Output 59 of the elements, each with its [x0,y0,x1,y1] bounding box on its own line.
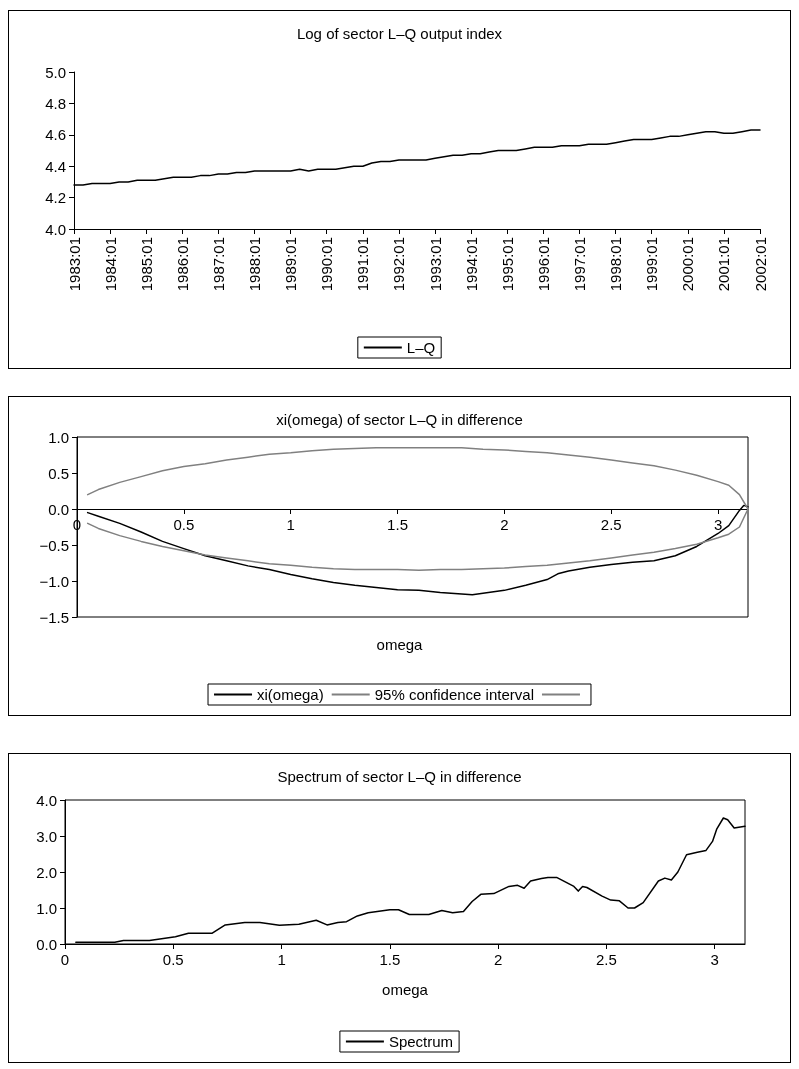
y-tick-label: 4.8 [45,94,66,112]
x-tick-label: 1988:01 [246,237,264,292]
x-tick-label: 1994:01 [462,237,480,292]
x-tick-label: 0.5 [162,951,184,968]
y-tick-label: 4.2 [45,189,66,207]
x-tick-label: 1996:01 [534,237,552,292]
x-tick-label: 1.5 [379,951,401,968]
x-tick-label: 1993:01 [426,237,444,292]
y-tick-label: −1.5 [39,608,69,626]
y-tick-label: 4.0 [36,791,57,809]
x-tick-label: 1986:01 [173,237,191,292]
y-tick-label: 1.0 [36,899,57,917]
x-tick-label: 2 [493,951,503,968]
y-tick-label: 0.0 [48,500,69,518]
x-tick-label: 1 [277,951,286,968]
x-tick-label: 1983:01 [65,237,83,292]
x-tick-label: 1998:01 [607,237,625,292]
x-tick-label: 1991:01 [354,237,372,292]
x-tick-label: 1992:01 [390,237,408,292]
x-tick-label: 1984:01 [101,237,119,292]
x-tick-label: 1997:01 [570,237,588,292]
y-tick-label: 1.0 [48,428,69,446]
x-axis-title: omega [376,636,424,653]
x-tick-label: 0 [60,951,70,968]
y-tick-label: 5.0 [45,63,66,81]
x-tick-label: 1989:01 [282,237,300,292]
y-tick-label: −0.5 [39,536,69,554]
chart-title: xi(omega) of sector L–Q in difference [276,411,523,428]
x-tick-label: 1990:01 [318,237,336,292]
x-tick-label: 2 [500,516,509,533]
x-tick-label: 1995:01 [498,237,516,292]
chart-title: Log of sector L–Q output index [296,25,503,42]
legend-label: Spectrum [388,1033,454,1050]
x-tick-label: 1 [286,516,295,533]
y-tick-label: 2.0 [36,863,57,881]
y-tick-label: 4.4 [45,157,66,175]
x-tick-label: 2001:01 [715,237,733,292]
y-tick-label: 4.6 [45,126,66,144]
x-axis-title: omega [382,981,429,998]
y-tick-label: 0.5 [48,464,69,482]
x-tick-label: 1985:01 [137,237,155,292]
x-tick-label: 1987:01 [209,237,227,292]
chart-title: Spectrum of sector L–Q in difference [277,768,522,785]
y-tick-label: 4.0 [45,220,66,238]
x-tick-label: 1.5 [387,516,408,533]
x-tick-label: 2.5 [595,951,617,968]
y-tick-label: 3.0 [36,827,57,845]
y-tick-label: 0.0 [36,935,57,953]
x-tick-label: 2000:01 [679,237,697,292]
legend-label: 95% confidence interval [374,686,534,703]
x-tick-label: 3 [713,516,723,533]
x-tick-label: 1999:01 [643,237,661,292]
x-tick-label: 0.5 [173,516,195,533]
x-tick-label: 3 [710,951,719,968]
x-tick-label: 2002:01 [751,237,769,292]
legend-label: L–Q [406,339,436,356]
x-tick-label: 2.5 [600,516,622,533]
legend-label: xi(omega) [257,686,324,703]
y-tick-label: −1.0 [39,572,69,590]
